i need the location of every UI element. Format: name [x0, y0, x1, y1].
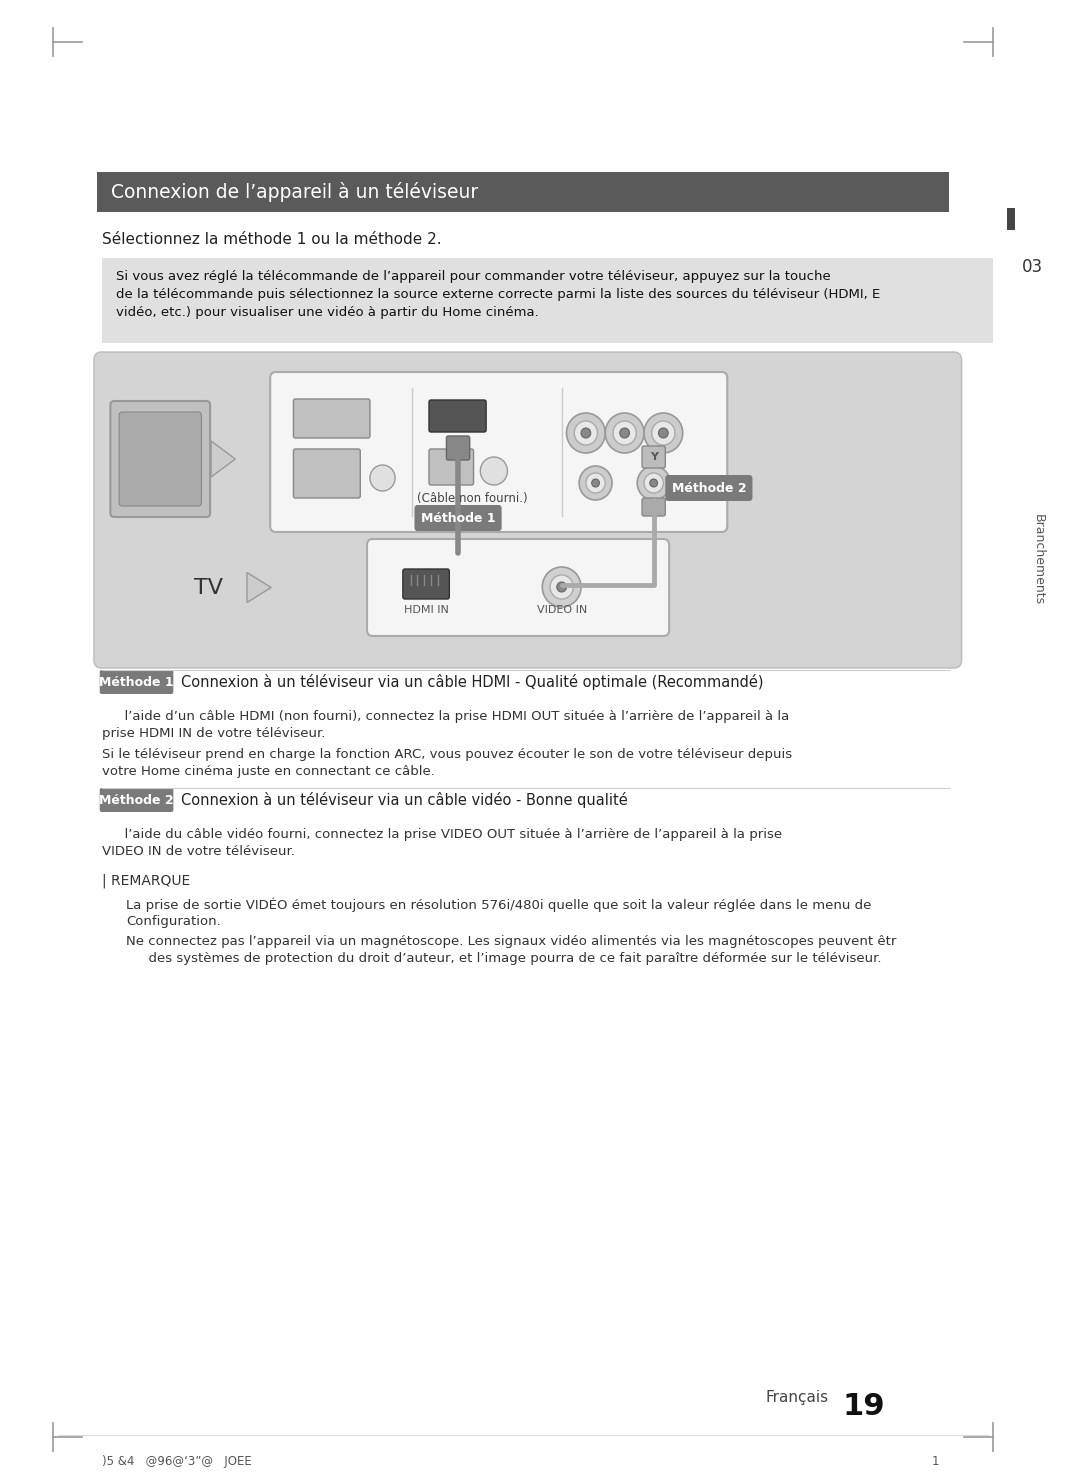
Bar	[102, 257, 993, 343]
Circle shape	[605, 413, 644, 453]
Text: (Câble non fourni.): (Câble non fourni.)	[417, 493, 528, 504]
Text: de la télécommande puis sélectionnez la source externe correcte parmi la liste d: de la télécommande puis sélectionnez la …	[117, 288, 880, 302]
FancyBboxPatch shape	[94, 352, 961, 669]
Polygon shape	[211, 441, 235, 478]
Text: Français: Français	[765, 1390, 828, 1405]
Circle shape	[579, 466, 612, 500]
Text: l’aide du câble vidéo fourni, connectez la prise VIDEO OUT située à l’arrière de: l’aide du câble vidéo fourni, connectez …	[117, 828, 782, 842]
FancyBboxPatch shape	[99, 670, 174, 694]
Bar	[97, 172, 949, 211]
Text: Branchements: Branchements	[1031, 515, 1044, 605]
Circle shape	[542, 566, 581, 606]
FancyBboxPatch shape	[642, 498, 665, 516]
Circle shape	[370, 464, 395, 491]
Text: Méthode 2: Méthode 2	[672, 482, 746, 494]
Circle shape	[651, 422, 675, 445]
FancyBboxPatch shape	[446, 552, 470, 569]
Circle shape	[637, 466, 670, 500]
Circle shape	[557, 583, 567, 592]
Circle shape	[581, 427, 591, 438]
Circle shape	[650, 479, 658, 487]
Text: 03: 03	[1022, 257, 1043, 277]
Circle shape	[592, 479, 599, 487]
Circle shape	[644, 473, 663, 493]
FancyBboxPatch shape	[429, 399, 486, 432]
Text: Sélectionnez la méthode 1 ou la méthode 2.: Sélectionnez la méthode 1 ou la méthode …	[102, 232, 442, 247]
Circle shape	[567, 413, 605, 453]
Text: Configuration.: Configuration.	[126, 916, 220, 927]
FancyBboxPatch shape	[642, 447, 665, 467]
Text: TV: TV	[193, 577, 222, 598]
Text: Méthode 1: Méthode 1	[99, 676, 174, 689]
Text: Méthode 2: Méthode 2	[99, 794, 174, 806]
Circle shape	[481, 457, 508, 485]
Text: La prise de sortie VIDÉO émet toujours en résolution 576i/480i quelle que soit l: La prise de sortie VIDÉO émet toujours e…	[126, 898, 872, 913]
FancyBboxPatch shape	[294, 399, 370, 438]
Circle shape	[585, 473, 605, 493]
FancyBboxPatch shape	[110, 401, 211, 518]
FancyBboxPatch shape	[99, 788, 174, 812]
Text: prise HDMI IN de votre téléviseur.: prise HDMI IN de votre téléviseur.	[102, 728, 325, 740]
Text: votre Home cinéma juste en connectant ce câble.: votre Home cinéma juste en connectant ce…	[102, 765, 434, 778]
Text: Si le téléviseur prend en charge la fonction ARC, vous pouvez écouter le son de : Si le téléviseur prend en charge la fonc…	[102, 748, 792, 762]
Text: Ne connectez pas l’appareil via un magnétoscope. Les signaux vidéo alimentés via: Ne connectez pas l’appareil via un magné…	[126, 935, 896, 948]
Polygon shape	[247, 572, 271, 602]
Bar	[1008, 209, 1015, 231]
FancyBboxPatch shape	[119, 413, 202, 506]
Text: VIDEO IN de votre téléviseur.: VIDEO IN de votre téléviseur.	[102, 845, 295, 858]
Circle shape	[620, 427, 630, 438]
Text: VIDEO IN: VIDEO IN	[537, 605, 586, 615]
Text: l’aide d’un câble HDMI (non fourni), connectez la prise HDMI OUT située à l’arri: l’aide d’un câble HDMI (non fourni), con…	[117, 710, 789, 723]
Text: des systèmes de protection du droit d’auteur, et l’image pourra de ce fait paraî: des systèmes de protection du droit d’au…	[140, 952, 882, 964]
Circle shape	[575, 422, 597, 445]
FancyBboxPatch shape	[294, 450, 361, 498]
Text: Connexion à un téléviseur via un câble vidéo - Bonne qualité: Connexion à un téléviseur via un câble v…	[181, 791, 627, 808]
FancyBboxPatch shape	[403, 569, 449, 599]
Circle shape	[550, 575, 573, 599]
FancyBboxPatch shape	[415, 504, 501, 531]
Text: Si vous avez réglé la télécommande de l’appareil pour commander votre téléviseur: Si vous avez réglé la télécommande de l’…	[117, 271, 831, 282]
Circle shape	[659, 427, 669, 438]
FancyBboxPatch shape	[429, 450, 473, 485]
FancyBboxPatch shape	[446, 436, 470, 460]
Text: | REMARQUE: | REMARQUE	[102, 873, 190, 887]
FancyBboxPatch shape	[367, 538, 670, 636]
Text: )5 &4   @96@‘3”@   JOEE: )5 &4 @96@‘3”@ JOEE	[102, 1455, 252, 1469]
Text: Méthode 1: Méthode 1	[421, 512, 496, 525]
Circle shape	[613, 422, 636, 445]
FancyBboxPatch shape	[270, 373, 727, 532]
Text: HDMI IN: HDMI IN	[404, 605, 448, 615]
Circle shape	[644, 413, 683, 453]
Text: Connexion à un téléviseur via un câble HDMI - Qualité optimale (Recommandé): Connexion à un téléviseur via un câble H…	[181, 674, 764, 691]
FancyBboxPatch shape	[665, 475, 753, 501]
Text: Y: Y	[650, 453, 658, 461]
Text: Connexion de l’appareil à un téléviseur: Connexion de l’appareil à un téléviseur	[111, 182, 478, 203]
Text: 1: 1	[932, 1455, 940, 1469]
Text: 19: 19	[842, 1392, 886, 1421]
Text: vidéo, etc.) pour visualiser une vidéo à partir du Home cinéma.: vidéo, etc.) pour visualiser une vidéo à…	[117, 306, 539, 319]
